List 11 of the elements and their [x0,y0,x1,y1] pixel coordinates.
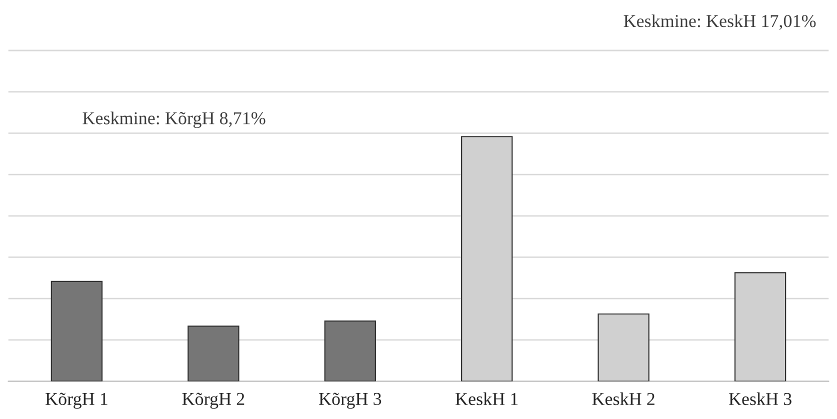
x-tick-label: KeskH 3 [728,392,792,406]
x-tick-label: KõrgH 2 [182,392,244,409]
text: Keskmine: KeskH 17,01% [624,14,816,30]
x-tick-label: KõrgH 1 [46,392,108,409]
bar [188,326,240,382]
text: Keskmine: KõrgH 8,71% [82,112,266,128]
x-tick-label: KeskH 1 [456,392,518,406]
bar [50,280,103,382]
bar [324,320,376,382]
x-tick-label: KeskH 2 [592,392,654,406]
x-tick-label: KõrgH 3 [318,392,382,409]
